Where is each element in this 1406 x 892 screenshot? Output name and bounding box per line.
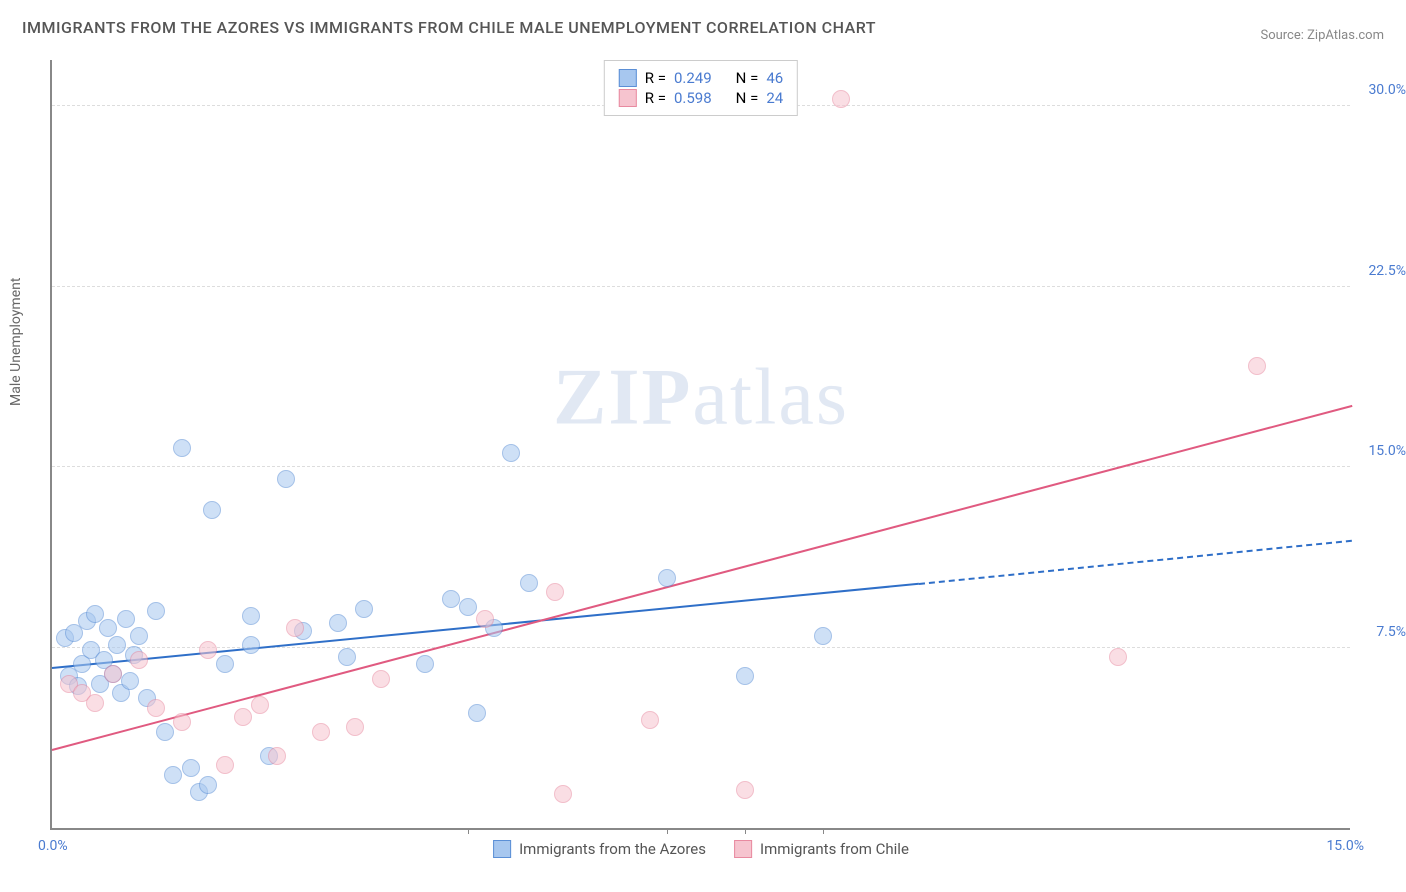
x-tick-min: 0.0% <box>38 838 68 854</box>
data-point <box>147 602 165 620</box>
data-point <box>86 605 104 623</box>
n-value: 24 <box>766 89 783 107</box>
r-label: R = <box>645 69 666 87</box>
data-point <box>736 667 754 685</box>
data-point <box>121 672 139 690</box>
data-point <box>268 747 286 765</box>
legend-item-azores: Immigrants from the Azores <box>493 840 706 858</box>
data-point <box>242 607 260 625</box>
watermark-rest: atlas <box>692 353 849 441</box>
gridline <box>52 466 1350 467</box>
r-value: 0.249 <box>674 69 712 87</box>
data-point <box>104 665 122 683</box>
data-point <box>173 713 191 731</box>
source-attribution: Source: ZipAtlas.com <box>1260 28 1384 43</box>
data-point <box>736 781 754 799</box>
correlation-legend: R = 0.249 N = 46 R = 0.598 N = 24 <box>604 60 798 116</box>
data-point <box>459 598 477 616</box>
data-point <box>216 756 234 774</box>
data-point <box>242 636 260 654</box>
data-point <box>199 641 217 659</box>
data-point <box>554 785 572 803</box>
data-point <box>346 718 364 736</box>
data-point <box>658 569 676 587</box>
y-tick-label: 7.5% <box>1376 624 1406 640</box>
watermark: ZIPatlas <box>553 352 849 443</box>
n-label: N = <box>736 69 759 87</box>
x-minor-tick <box>823 828 824 834</box>
data-point <box>182 759 200 777</box>
plot-area: ZIPatlas R = 0.249 N = 46 R = 0.598 N = … <box>50 60 1350 830</box>
r-label: R = <box>645 89 666 107</box>
data-point <box>355 600 373 618</box>
data-point <box>312 723 330 741</box>
regression-line <box>52 405 1353 751</box>
data-point <box>130 651 148 669</box>
data-point <box>147 699 165 717</box>
data-point <box>156 723 174 741</box>
series-swatch-azores <box>619 69 637 87</box>
correlation-legend-row: R = 0.598 N = 24 <box>619 89 783 107</box>
gridline <box>52 286 1350 287</box>
r-value: 0.598 <box>674 89 712 107</box>
series-swatch-chile <box>619 89 637 107</box>
data-point <box>199 776 217 794</box>
data-point <box>286 619 304 637</box>
data-point <box>814 627 832 645</box>
data-point <box>476 610 494 628</box>
data-point <box>832 90 850 108</box>
data-point <box>251 696 269 714</box>
legend-label: Immigrants from the Azores <box>519 840 706 858</box>
data-point <box>164 766 182 784</box>
n-value: 46 <box>766 69 783 87</box>
legend-item-chile: Immigrants from Chile <box>734 840 909 858</box>
data-point <box>502 444 520 462</box>
data-point <box>277 470 295 488</box>
data-point <box>117 610 135 628</box>
data-point <box>520 574 538 592</box>
legend-label: Immigrants from Chile <box>760 840 909 858</box>
chart-title: IMMIGRANTS FROM THE AZORES VS IMMIGRANTS… <box>22 18 876 37</box>
data-point <box>372 670 390 688</box>
series-legend: Immigrants from the Azores Immigrants fr… <box>493 840 909 858</box>
data-point <box>641 711 659 729</box>
x-minor-tick <box>745 828 746 834</box>
correlation-legend-row: R = 0.249 N = 46 <box>619 69 783 87</box>
data-point <box>1248 357 1266 375</box>
regression-line <box>919 540 1353 585</box>
y-tick-label: 15.0% <box>1368 443 1406 459</box>
data-point <box>468 704 486 722</box>
x-minor-tick <box>667 828 668 834</box>
data-point <box>99 619 117 637</box>
n-label: N = <box>736 89 759 107</box>
data-point <box>216 655 234 673</box>
data-point <box>329 614 347 632</box>
legend-swatch-chile <box>734 840 752 858</box>
data-point <box>338 648 356 666</box>
data-point <box>546 583 564 601</box>
data-point <box>86 694 104 712</box>
x-minor-tick <box>468 828 469 834</box>
watermark-bold: ZIP <box>553 353 692 441</box>
x-tick-max: 15.0% <box>1326 838 1364 854</box>
data-point <box>130 627 148 645</box>
y-tick-label: 22.5% <box>1368 263 1406 279</box>
legend-swatch-azores <box>493 840 511 858</box>
data-point <box>416 655 434 673</box>
y-axis-label: Male Unemployment <box>8 278 24 406</box>
data-point <box>1109 648 1127 666</box>
y-tick-label: 30.0% <box>1368 82 1406 98</box>
data-point <box>442 590 460 608</box>
data-point <box>203 501 221 519</box>
data-point <box>234 708 252 726</box>
data-point <box>108 636 126 654</box>
data-point <box>173 439 191 457</box>
